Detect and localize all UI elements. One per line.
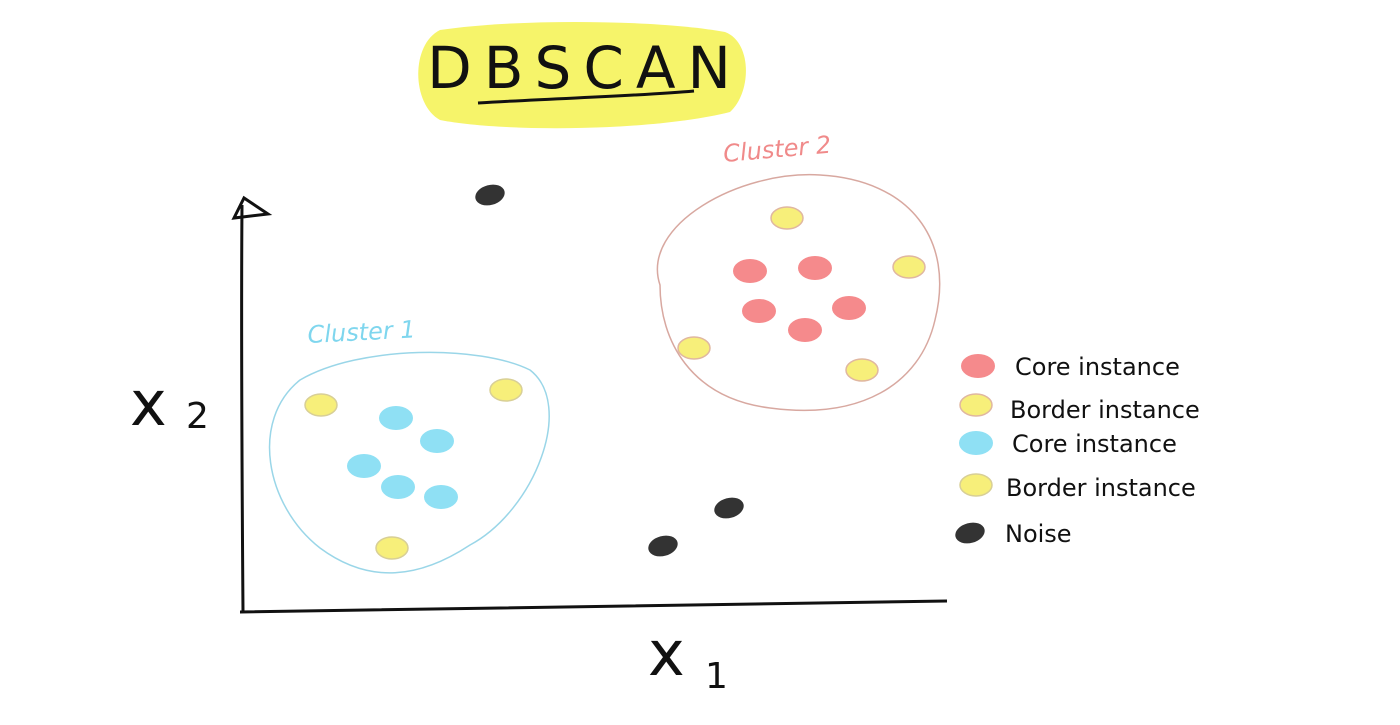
y-axis-label: x (130, 367, 167, 440)
legend-label: Core instance (1015, 353, 1180, 381)
cluster-2-border-point (770, 206, 804, 230)
cluster-2-border-point (892, 255, 926, 279)
title-underline (477, 89, 695, 105)
y-axis-subscript: 2 (186, 396, 209, 437)
cluster-2-core-point (798, 256, 832, 280)
legend-swatch-border-blue (959, 473, 993, 497)
x-axis-subscript: 1 (705, 656, 728, 697)
cluster-2-boundary (656, 173, 941, 412)
legend: Core instance Border instance Core insta… (955, 353, 1200, 548)
cluster-2-core-point (742, 299, 776, 323)
cluster-1-label: Cluster 1 (307, 315, 416, 349)
y-axis (240, 204, 245, 613)
legend-swatch-core-red (961, 354, 995, 378)
legend-label: Border instance (1010, 396, 1200, 424)
noise-point (714, 497, 744, 519)
cluster-2-label: Cluster 2 (722, 131, 832, 168)
title: DBSCAN (427, 34, 743, 102)
cluster-2-border-point (845, 358, 879, 382)
legend-label: Noise (1005, 520, 1072, 548)
legend-label: Core instance (1012, 430, 1177, 458)
legend-swatch-border-red (959, 393, 993, 417)
noise-point (648, 535, 678, 557)
cluster-2-border-point (677, 336, 711, 360)
legend-swatch-core-blue (959, 431, 993, 455)
cluster-1-core-point (381, 475, 415, 499)
cluster-1-core-point (379, 406, 413, 430)
legend-swatch-noise (955, 522, 985, 544)
cluster-1-boundary (268, 351, 550, 574)
cluster-2-core-point (832, 296, 866, 320)
cluster-1-core-point (420, 429, 454, 453)
cluster-2-core-point (788, 318, 822, 342)
x-axis (239, 599, 948, 614)
cluster-1-core-point (347, 454, 381, 478)
x-axis-label: x (648, 617, 685, 690)
cluster-1-border-point (489, 378, 523, 402)
cluster-1-border-point (375, 536, 409, 560)
cluster-1-core-point (424, 485, 458, 509)
cluster-2-core-point (733, 259, 767, 283)
legend-label: Border instance (1006, 474, 1196, 502)
cluster-1-border-point (304, 393, 338, 417)
y-axis-arrowhead (231, 195, 273, 220)
noise-point (475, 184, 505, 206)
